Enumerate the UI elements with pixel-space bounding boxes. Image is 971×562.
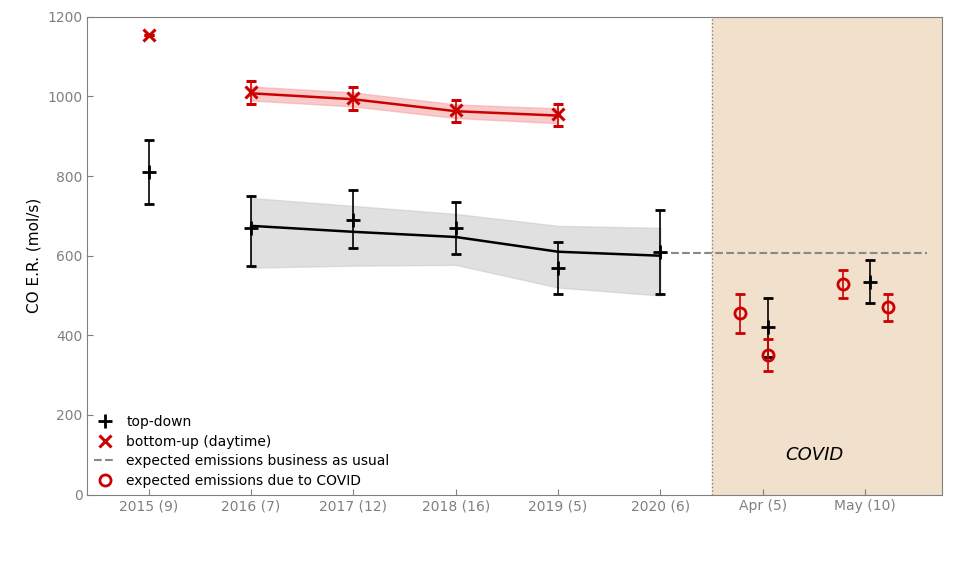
Text: COVID: COVID bbox=[785, 446, 843, 464]
Y-axis label: CO E.R. (mol/s): CO E.R. (mol/s) bbox=[27, 198, 42, 314]
Bar bbox=[712, 17, 971, 495]
Legend: top-down, bottom-up (daytime), expected emissions business as usual, expected em: top-down, bottom-up (daytime), expected … bbox=[94, 415, 389, 488]
